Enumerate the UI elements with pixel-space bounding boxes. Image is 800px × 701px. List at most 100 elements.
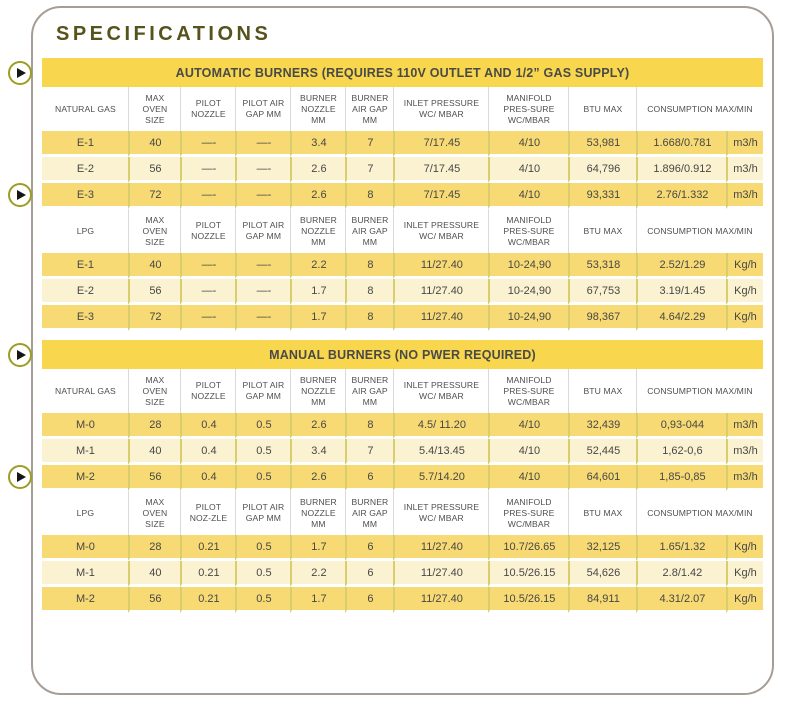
value-cell: 4/10: [488, 131, 569, 157]
column-header: MANIFOLD PRES-SURE WC/MBAR: [488, 87, 569, 131]
column-header: BURNER AIR GAP MM: [345, 491, 394, 535]
value-cell: 6: [345, 561, 394, 587]
value-cell: 0.4: [180, 465, 236, 491]
data-row: M-0 28 0.21 0.5 1.7 6 11/27.40 10.7/26.65 32,125…: [42, 535, 763, 561]
value-cell: 0.5: [235, 413, 291, 439]
value-cell: —-: [180, 157, 236, 183]
value-cell: 28: [128, 413, 181, 439]
value-cell: 56: [128, 279, 181, 305]
play-icon: [17, 472, 26, 482]
page-title: SPECIFICATIONS: [56, 23, 272, 45]
column-header: PILOT NOZZLE: [180, 209, 236, 253]
model-cell: M-1: [42, 561, 129, 587]
value-cell: 11/27.40: [393, 305, 489, 331]
value-cell: 2.8/1.42: [636, 561, 727, 587]
value-cell: 2.52/1.29: [636, 253, 727, 279]
column-header: PILOT NOZZLE: [180, 369, 236, 413]
data-row: E-3 72 —- —- 2.6 8 7/17.45 4/10 93,331 2.76/1.332…: [42, 183, 763, 209]
play-button[interactable]: [8, 183, 32, 207]
model-cell: M-2: [42, 465, 129, 491]
value-cell: 64,601: [568, 465, 637, 491]
table-title-row: MANUAL BURNERS (NO PWER REQUIRED): [42, 340, 763, 369]
value-cell: 4/10: [488, 413, 569, 439]
gas-type-header: NATURAL GAS: [42, 369, 129, 413]
value-cell: 5.4/13.45: [393, 439, 489, 465]
model-cell: E-2: [42, 279, 129, 305]
value-cell: 56: [128, 157, 181, 183]
play-icon: [17, 350, 26, 360]
column-header: MAX OVEN SIZE: [128, 209, 181, 253]
value-cell: 53,318: [568, 253, 637, 279]
value-cell: 1.65/1.32: [636, 535, 727, 561]
value-cell: —-: [180, 279, 236, 305]
value-cell: 6: [345, 587, 394, 613]
value-cell: 2.2: [290, 561, 346, 587]
value-cell: 56: [128, 587, 181, 613]
column-header: MANIFOLD PRES-SURE WC/MBAR: [488, 491, 569, 535]
column-header: PILOT AIR GAP MM: [235, 491, 291, 535]
value-cell: 84,911: [568, 587, 637, 613]
model-cell: M-0: [42, 535, 129, 561]
spec-table: AUTOMATIC BURNERS (REQUIRES 110V OUTLET …: [42, 58, 763, 331]
value-cell: 1.896/0.912: [636, 157, 727, 183]
data-row: E-2 56 —- —- 2.6 7 7/17.45 4/10 64,796 1.896/0.91…: [42, 157, 763, 183]
unit-cell: m3/h: [726, 413, 763, 439]
value-cell: 64,796: [568, 157, 637, 183]
value-cell: 0.5: [235, 535, 291, 561]
value-cell: 0.4: [180, 439, 236, 465]
gas-type-header: LPG: [42, 491, 129, 535]
column-header: INLET PRESSURE WC/ MBAR: [393, 369, 489, 413]
play-button[interactable]: [8, 465, 32, 489]
value-cell: 7: [345, 439, 394, 465]
column-header: BURNER NOZZLE MM: [290, 87, 346, 131]
column-header: PILOT AIR GAP MM: [235, 87, 291, 131]
unit-cell: m3/h: [726, 465, 763, 491]
value-cell: 4.64/2.29: [636, 305, 727, 331]
model-cell: M-1: [42, 439, 129, 465]
data-row: E-3 72 —- —- 1.7 8 11/27.40 10-24,90 98,367 4.64/…: [42, 305, 763, 331]
value-cell: 40: [128, 439, 181, 465]
value-cell: 0.5: [235, 561, 291, 587]
unit-cell: m3/h: [726, 157, 763, 183]
column-header: BURNER NOZZLE MM: [290, 369, 346, 413]
value-cell: 6: [345, 465, 394, 491]
value-cell: 0.5: [235, 439, 291, 465]
value-cell: 7/17.45: [393, 183, 489, 209]
column-header: BTU MAX: [568, 209, 637, 253]
value-cell: 11/27.40: [393, 253, 489, 279]
column-header: MAX OVEN SIZE: [128, 369, 181, 413]
value-cell: 0.4: [180, 413, 236, 439]
value-cell: 98,367: [568, 305, 637, 331]
value-cell: 0.5: [235, 465, 291, 491]
value-cell: 4.5/ 11.20: [393, 413, 489, 439]
gas-type-header: NATURAL GAS: [42, 87, 129, 131]
column-header: CONSUMPTION MAX/MIN: [636, 209, 763, 253]
value-cell: 0.21: [180, 587, 236, 613]
data-row: E-1 40 —- —- 2.2 8 11/27.40 10-24,90 53,318 2.52/…: [42, 253, 763, 279]
model-cell: E-1: [42, 131, 129, 157]
column-header: MANIFOLD PRES-SURE WC/MBAR: [488, 209, 569, 253]
value-cell: 67,753: [568, 279, 637, 305]
column-header: CONSUMPTION MAX/MIN: [636, 369, 763, 413]
play-button[interactable]: [8, 61, 32, 85]
column-header: MAX OVEN SIZE: [128, 87, 181, 131]
column-header: INLET PRESSURE WC/ MBAR: [393, 209, 489, 253]
data-row: M-1 40 0.21 0.5 2.2 6 11/27.40 10.5/26.15 54,626…: [42, 561, 763, 587]
value-cell: 1.7: [290, 305, 346, 331]
value-cell: —-: [235, 279, 291, 305]
value-cell: 52,445: [568, 439, 637, 465]
value-cell: 2.6: [290, 183, 346, 209]
value-cell: —-: [235, 131, 291, 157]
value-cell: 8: [345, 183, 394, 209]
column-header: CONSUMPTION MAX/MIN: [636, 491, 763, 535]
tables-container: AUTOMATIC BURNERS (REQUIRES 110V OUTLET …: [33, 58, 772, 613]
value-cell: 11/27.40: [393, 587, 489, 613]
column-header: BURNER AIR GAP MM: [345, 87, 394, 131]
value-cell: 11/27.40: [393, 561, 489, 587]
value-cell: 8: [345, 279, 394, 305]
spec-table: MANUAL BURNERS (NO PWER REQUIRED) NATURAL…: [42, 340, 763, 613]
column-header: PILOT NOZZLE: [180, 87, 236, 131]
column-header: BTU MAX: [568, 491, 637, 535]
play-button[interactable]: [8, 343, 32, 367]
column-header: BTU MAX: [568, 87, 637, 131]
